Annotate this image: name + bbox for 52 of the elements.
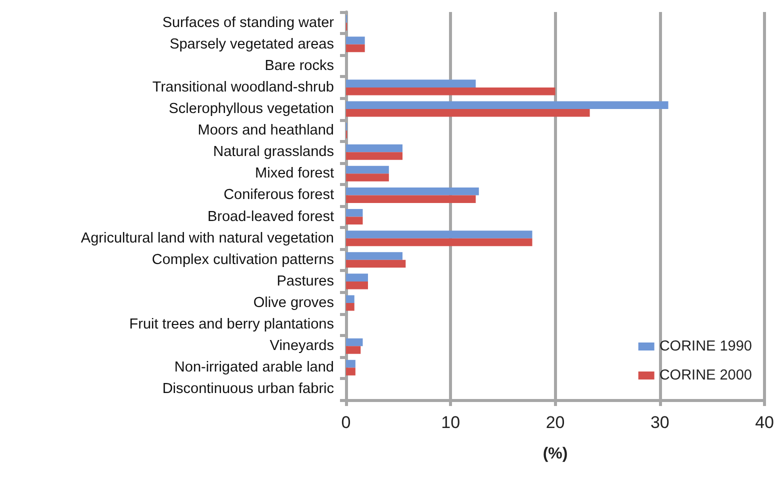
y-tick-label: Non-irrigated arable land xyxy=(174,360,334,376)
y-tick-label: Agricultural land with natural vegetation xyxy=(80,230,334,246)
legend-label: CORINE 2000 xyxy=(659,368,752,384)
bar xyxy=(346,109,590,117)
bar xyxy=(346,274,368,282)
bar xyxy=(346,144,403,152)
bar xyxy=(346,230,532,238)
y-tick-label: Moors and heathland xyxy=(198,122,334,139)
bar xyxy=(346,238,532,246)
bar xyxy=(346,216,363,225)
bar xyxy=(346,166,389,174)
bar xyxy=(346,368,356,376)
bar xyxy=(346,174,389,182)
x-tick-label: 30 xyxy=(650,413,670,432)
x-tick-label: 20 xyxy=(546,413,565,432)
bar xyxy=(346,187,479,196)
y-tick-label: Vineyards xyxy=(270,338,334,354)
bar xyxy=(346,303,354,311)
y-tick-label: Sparsely vegetated areas xyxy=(170,36,334,52)
x-axis-title: (%) xyxy=(542,446,568,462)
bar xyxy=(346,260,406,268)
y-tick-label: Transitional woodland-shrub xyxy=(152,79,334,96)
bar xyxy=(346,281,368,290)
y-tick-label: Pastures xyxy=(276,273,334,290)
y-tick-label: Discontinuous urban fabric xyxy=(162,381,334,398)
bar xyxy=(346,101,668,109)
y-tick-label: Surfaces of standing water xyxy=(162,14,334,31)
y-tick-label: Mixed forest xyxy=(255,166,334,182)
x-tick-label: 40 xyxy=(755,413,774,432)
bar xyxy=(346,152,403,160)
bar xyxy=(346,80,476,88)
bar xyxy=(346,346,361,354)
y-tick-label: Natural grasslands xyxy=(213,144,334,160)
bar xyxy=(346,36,365,44)
y-tick-label: Sclerophyllous vegetation xyxy=(168,101,334,117)
bar xyxy=(346,338,363,346)
y-tick-label: Olive groves xyxy=(253,295,334,311)
bar xyxy=(346,295,354,303)
bar xyxy=(346,195,476,203)
y-tick-label: Coniferous forest xyxy=(224,187,334,204)
bar xyxy=(346,209,363,217)
bar xyxy=(346,44,365,52)
bar xyxy=(346,360,356,368)
y-tick-label: Broad-leaved forest xyxy=(207,208,334,225)
x-tick-label: 10 xyxy=(441,413,460,432)
y-tick-label: Bare rocks xyxy=(264,58,334,74)
bar xyxy=(346,252,403,260)
y-tick-label: Complex cultivation patterns xyxy=(152,252,334,268)
legend-label: CORINE 1990 xyxy=(659,338,752,354)
bar xyxy=(346,87,556,96)
x-tick-label: 0 xyxy=(341,413,351,432)
y-tick-label: Fruit trees and berry plantations xyxy=(129,316,334,333)
